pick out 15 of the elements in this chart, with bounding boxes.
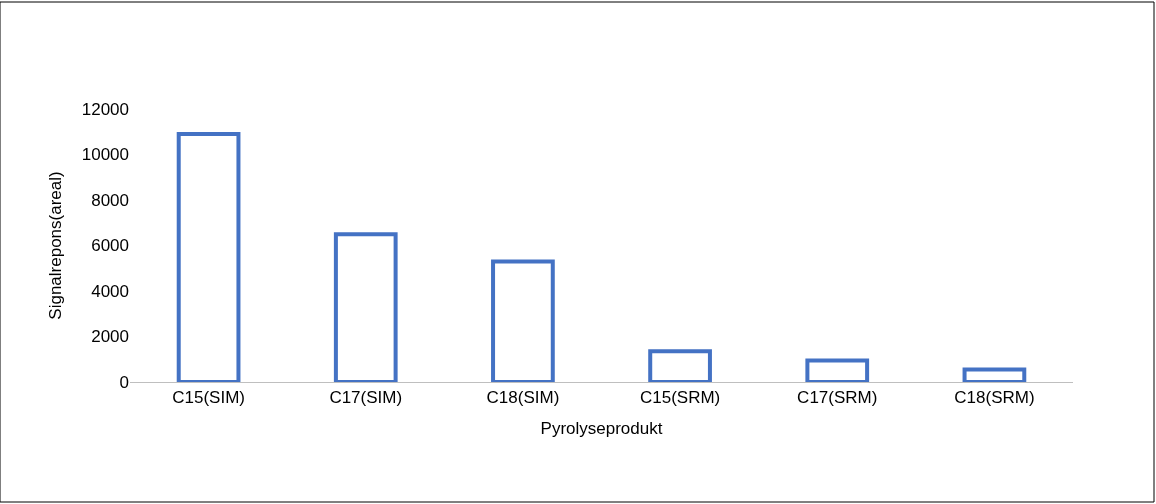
- x-axis-title: Pyrolyseprodukt: [540, 418, 663, 438]
- x-tick-label: C15(SRM): [639, 388, 721, 408]
- y-axis-title: Signalrepons(areal): [46, 171, 66, 320]
- x-tick-label: C17(SRM): [797, 388, 878, 408]
- y-tick-label: 6000: [91, 236, 129, 256]
- x-tick-label: C17(SIM): [329, 388, 403, 408]
- x-tick-label: C18(SIM): [486, 388, 560, 408]
- y-tick-label: 10000: [81, 145, 129, 165]
- y-tick-label: 8000: [91, 190, 129, 210]
- x-tick-label: C18(SRM): [954, 388, 1035, 408]
- y-tick-label: 0: [119, 372, 129, 392]
- y-tick-label: 2000: [91, 327, 129, 347]
- y-tick-label: 12000: [81, 99, 129, 119]
- x-tick-label: C15(SIM): [172, 388, 245, 408]
- y-tick-label: 4000: [91, 281, 129, 301]
